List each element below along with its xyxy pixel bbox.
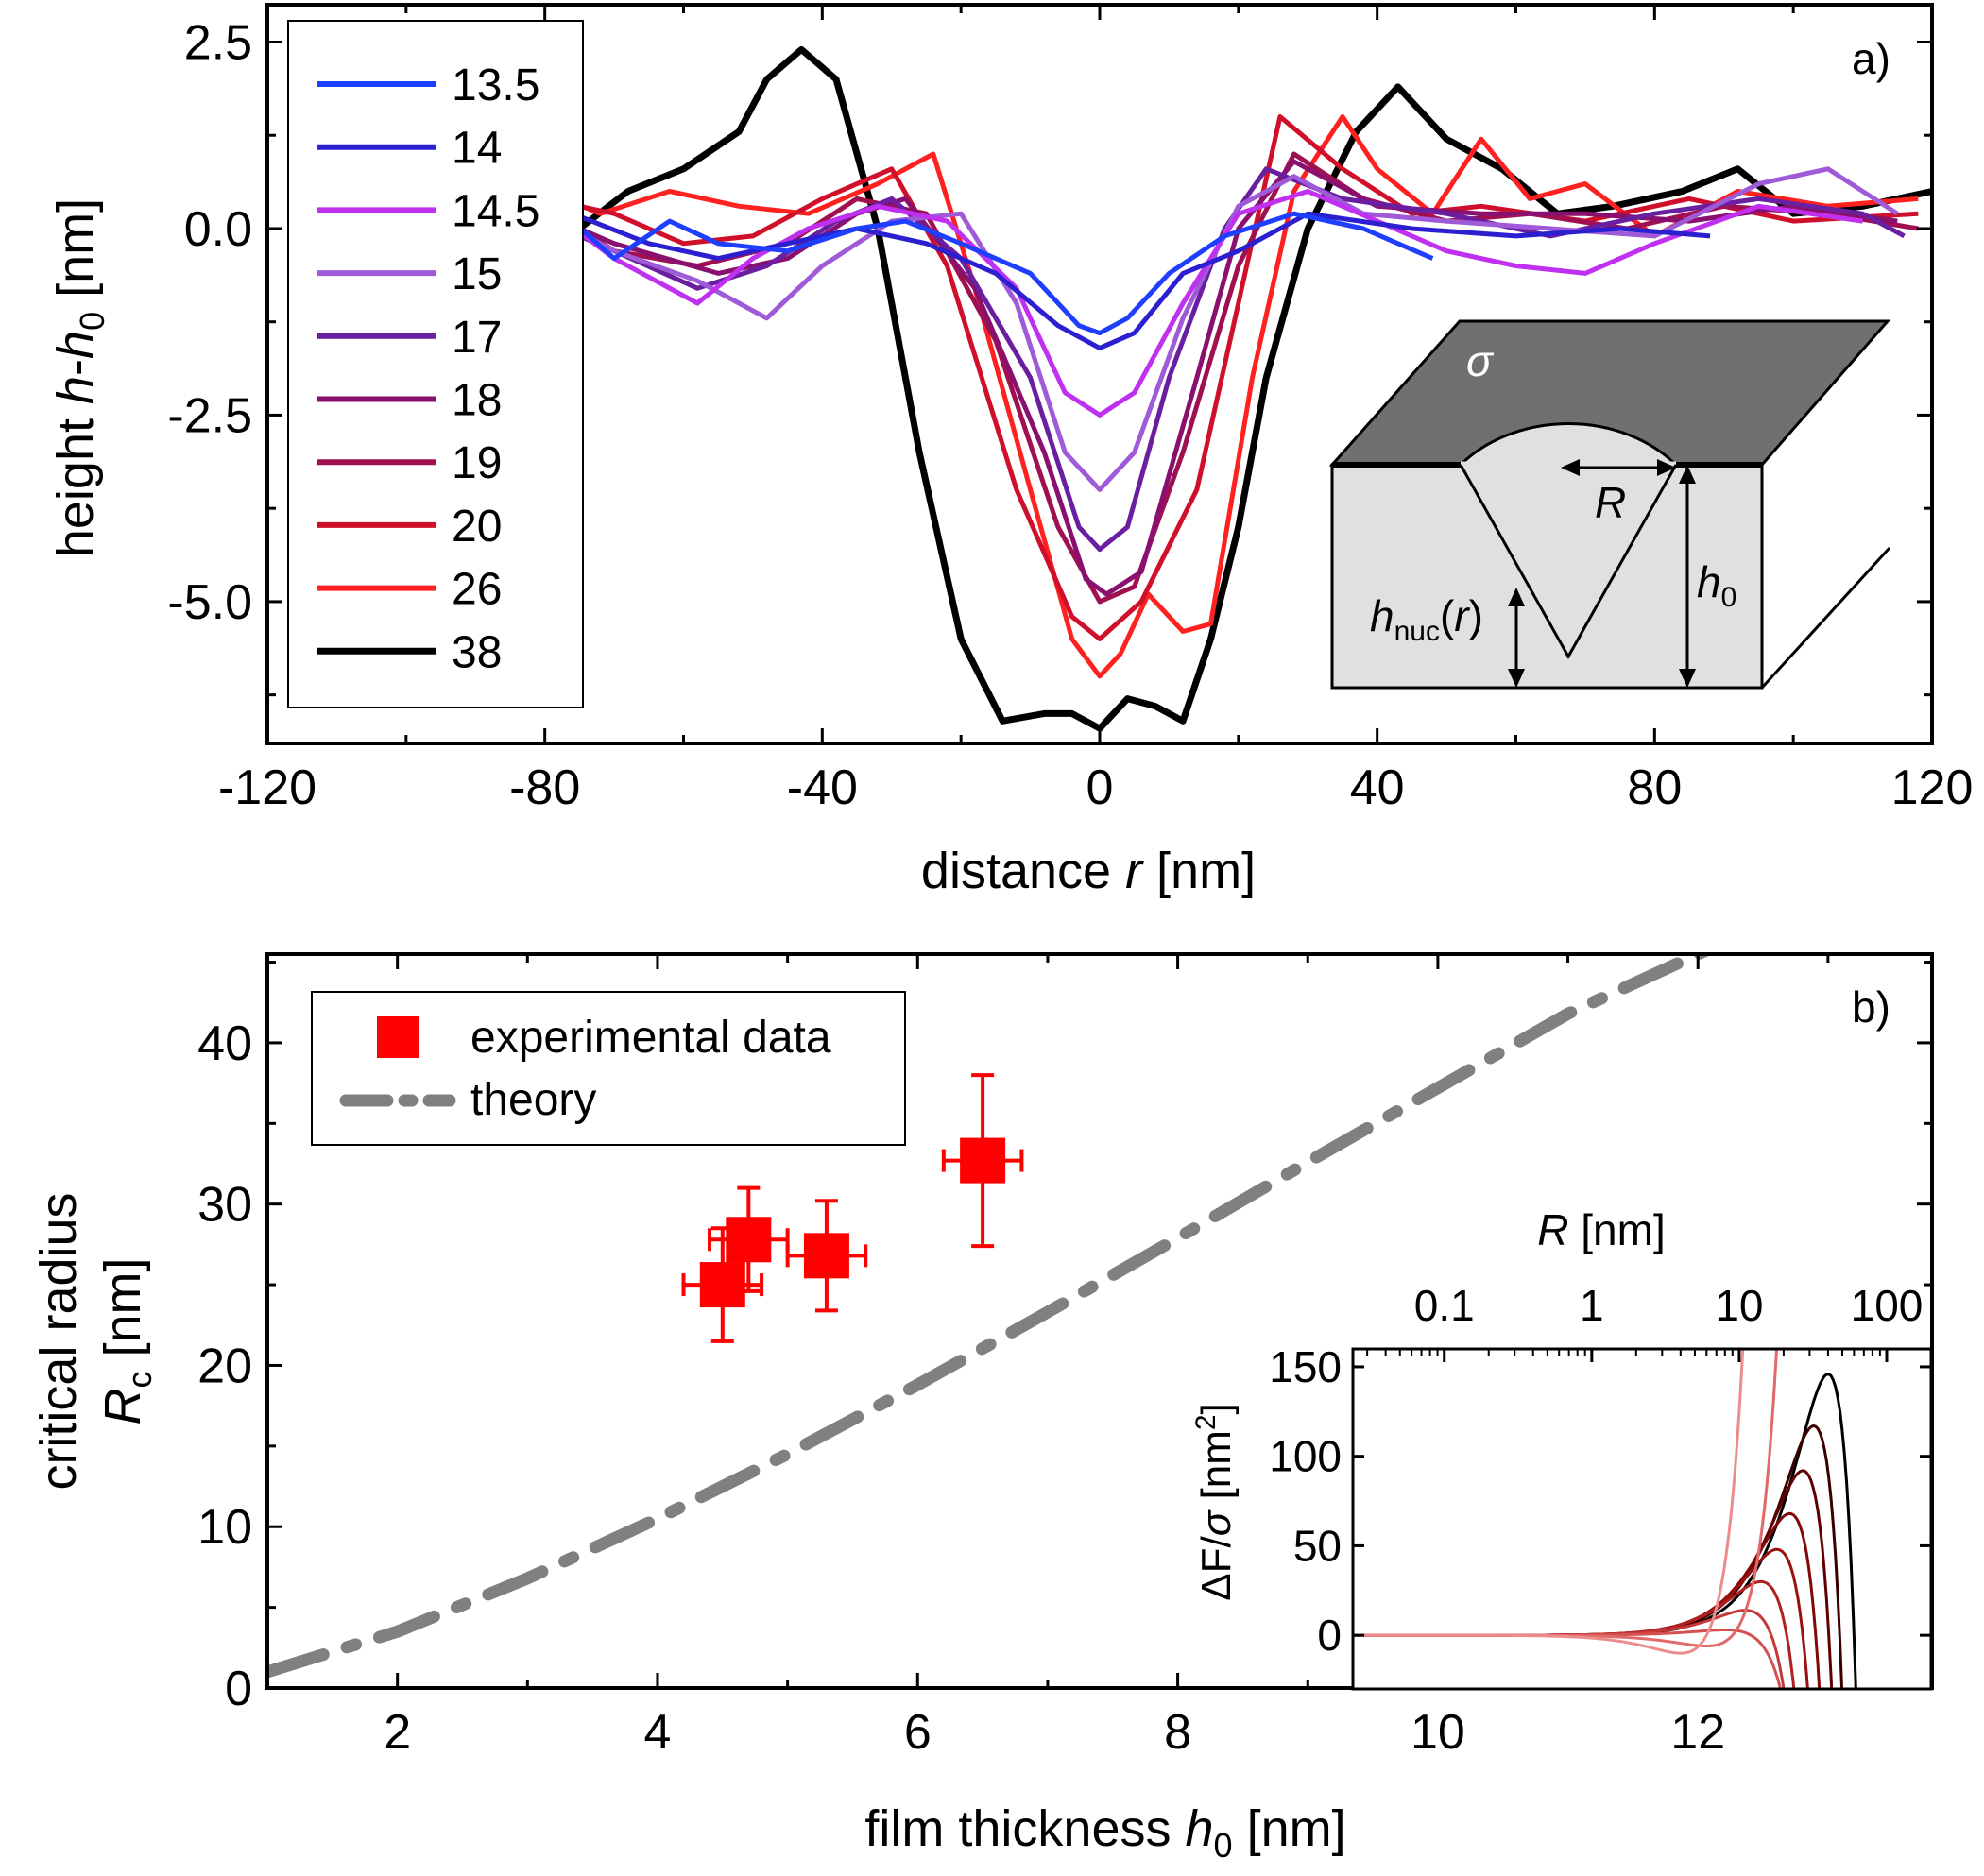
inset-y-tick-label: 150 — [1269, 1342, 1342, 1391]
schematic-cap — [1457, 422, 1680, 467]
panel-a: -120 -80 -40 0 40 80 120 2.5 0.0 -2.5 -5.0 a) 13.5… — [47, 3, 1973, 899]
panel-b-plot-frame — [265, 952, 1934, 1690]
b-x-tick-label: 4 — [644, 1705, 672, 1760]
inset-top-tick-label: 1 — [1580, 1281, 1604, 1330]
a-x-tick-label: 120 — [1891, 760, 1974, 815]
a-x-tick-label: 40 — [1350, 760, 1405, 815]
inset-y-axis-label: ΔF/σ [nm2] — [1190, 1403, 1240, 1601]
panel-a-legend-box — [287, 20, 584, 708]
data-point — [803, 1233, 849, 1279]
b-x-tick-label: 2 — [384, 1705, 411, 1760]
legend-label-14: 14 — [452, 124, 502, 174]
inset-curves-group — [1353, 1349, 1931, 1689]
b-y-tick-label: 20 — [197, 1339, 252, 1393]
legend-label-15: 15 — [452, 249, 502, 299]
panel-b-x-axis-label: film thickness h0 [nm] — [864, 1800, 1345, 1865]
inset-top-tick-label: 0.1 — [1414, 1281, 1475, 1330]
panel-a-legend: 13.5 14 14.5 15 17 18 19 20 26 38 — [287, 20, 584, 708]
data-point — [699, 1262, 745, 1308]
panel-a-y-axis-label: height h-h0 [nm] — [47, 198, 111, 557]
panel-b-label: b) — [1852, 982, 1890, 1032]
a-y-tick-label: -5.0 — [167, 575, 252, 630]
panel-a-x-axis-label: distance r [nm] — [921, 843, 1256, 899]
theory-curve-group — [267, 954, 1714, 1679]
series-line-15 — [543, 166, 1899, 492]
b-x-tick-label: 6 — [904, 1705, 932, 1760]
inset-top-axis-title: R [nm] — [1537, 1205, 1665, 1254]
legend-label-26: 26 — [452, 565, 502, 615]
schematic-h0-arrowhead-bottom — [1679, 669, 1696, 688]
schematic-R-arrowhead-right — [1657, 459, 1676, 476]
legend-label-19: 19 — [452, 438, 502, 488]
panel-a-axes: -120 -80 -40 0 40 80 120 2.5 0.0 -2.5 -5.0 — [167, 5, 1973, 815]
theory-curve — [267, 954, 1714, 1679]
b-y-tick-label: 10 — [197, 1500, 252, 1555]
schematic-R-arrowhead-left — [1561, 459, 1580, 476]
panel-b-legend: experimental data theory — [311, 991, 906, 1146]
a-x-tick-label: -80 — [509, 760, 580, 815]
panel-a-series-group — [543, 45, 1932, 732]
inset-y-tick-label: 0 — [1317, 1611, 1342, 1660]
schematic-hnuc-arrowhead-top — [1508, 588, 1525, 606]
b-x-tick-label: 8 — [1164, 1705, 1191, 1760]
legend-theory-label: theory — [470, 1075, 596, 1125]
b-x-tick-label: 10 — [1411, 1705, 1465, 1760]
schematic-R-label: R — [1595, 478, 1626, 527]
b-y-tick-label: 40 — [197, 1016, 252, 1071]
schematic-h0-arrowhead-top — [1679, 465, 1696, 484]
schematic-hnuc-arrowhead-bottom — [1508, 669, 1525, 688]
series-line-18 — [543, 159, 1898, 597]
legend-label-38: 38 — [452, 627, 502, 677]
schematic-cone — [1459, 464, 1678, 660]
legend-experimental-label: experimental data — [470, 1013, 831, 1063]
a-y-tick-label: 0.0 — [184, 202, 252, 257]
inset-y-tick-label: 100 — [1269, 1432, 1342, 1481]
experimental-points-group — [681, 1073, 1024, 1343]
data-point — [726, 1217, 772, 1263]
a-x-tick-label: -120 — [218, 760, 316, 815]
schematic-hnuc-label: hnuc(r) — [1370, 591, 1483, 647]
legend-label-20: 20 — [452, 502, 502, 552]
panel-b-y-axis-label-line2: Rc [nm] — [94, 1257, 159, 1424]
legend-label-17: 17 — [452, 313, 502, 363]
data-point — [960, 1137, 1006, 1184]
a-x-tick-label: -40 — [787, 760, 858, 815]
series-line-38 — [577, 45, 1932, 732]
panel-a-label: a) — [1852, 34, 1890, 83]
inset-frame — [1351, 1347, 1933, 1691]
legend-square-marker — [377, 1016, 419, 1058]
inset-top-tick-label: 10 — [1715, 1281, 1763, 1330]
a-x-tick-label: 80 — [1627, 760, 1682, 815]
a-x-tick-label: 0 — [1086, 760, 1114, 815]
b-y-tick-label: 0 — [225, 1662, 252, 1716]
inset-y-tick-label: 50 — [1293, 1521, 1342, 1570]
inset-free-energy: 0 50 100 150 0.1 1 10 100 R [nm] ΔF/σ [nm2] — [1190, 1205, 1933, 1691]
legend-label-14-5: 14.5 — [452, 186, 539, 236]
a-y-tick-label: 2.5 — [184, 15, 252, 70]
legend-label-13-5: 13.5 — [452, 60, 539, 111]
schematic-sigma-label: σ — [1466, 336, 1495, 385]
schematic-depth-line — [1760, 546, 1891, 690]
series-line-26 — [543, 114, 1919, 679]
inset-axes: 0 50 100 150 0.1 1 10 100 — [1269, 1281, 1932, 1660]
b-y-tick-label: 30 — [197, 1178, 252, 1233]
legend-label-18: 18 — [452, 376, 502, 426]
inset-top-tick-label: 100 — [1851, 1281, 1924, 1330]
a-y-tick-label: -2.5 — [167, 388, 252, 443]
b-x-tick-label: 12 — [1670, 1705, 1725, 1760]
series-line-13-5 — [571, 211, 1434, 336]
inset-schematic: σ R h0 hnuc(r) — [1328, 319, 1891, 690]
panel-b-y-axis-label-line1: critical radius — [30, 1192, 87, 1490]
